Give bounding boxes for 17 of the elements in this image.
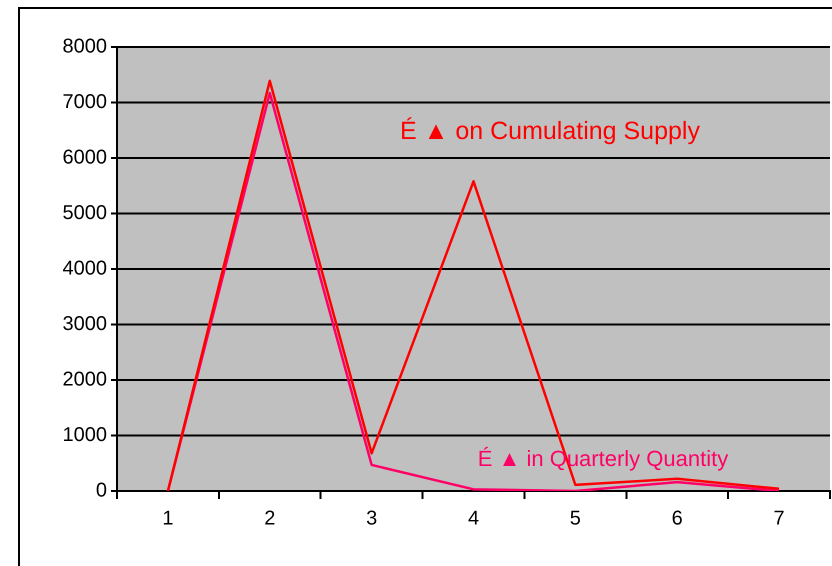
y-tick-label: 7000 — [62, 91, 107, 114]
x-tick-label: 3 — [366, 508, 378, 530]
y-tick-label: 0 — [96, 480, 107, 502]
y-tick-label: 1000 — [62, 424, 107, 446]
x-tick-label: 4 — [468, 508, 480, 530]
y-tick-label: 8000 — [62, 36, 107, 58]
x-tick-label: 2 — [264, 508, 276, 530]
y-tick-label: 5000 — [62, 202, 107, 224]
x-tick-label: 5 — [570, 508, 581, 530]
y-tick-label: 4000 — [62, 258, 107, 280]
y-tick-label: 6000 — [62, 146, 107, 169]
x-tick-label: 7 — [774, 508, 785, 530]
x-tick-label: 1 — [162, 508, 174, 530]
y-tick-label: 2000 — [62, 368, 107, 391]
x-tick-label: 6 — [672, 508, 683, 530]
y-tick-label: 3000 — [62, 313, 107, 336]
text: É ▲ on Cumulating Supply — [400, 116, 700, 145]
